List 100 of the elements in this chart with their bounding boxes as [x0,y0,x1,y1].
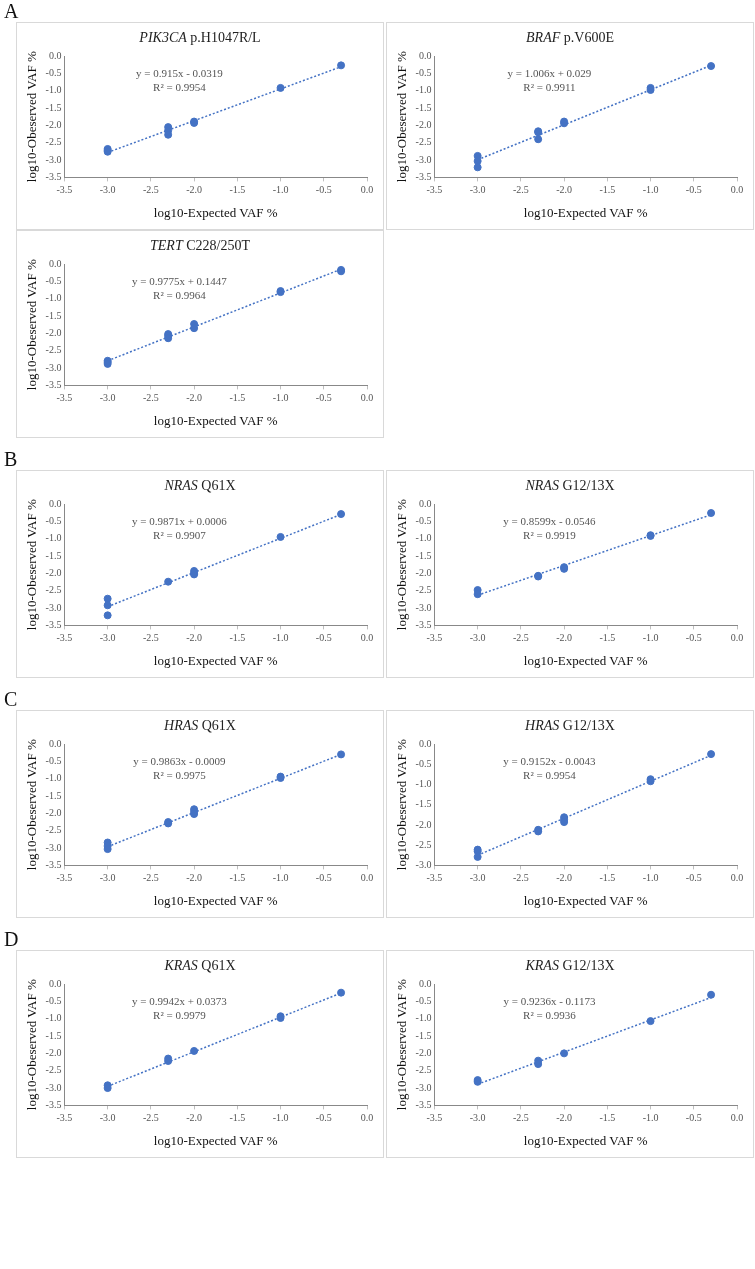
y-axis-title: log10-Obeserved VAF % [24,259,40,391]
y-tick-label: -2.0 [45,327,62,338]
y-axis-title: log10-Obeserved VAF % [24,499,40,631]
y-tick-label: -3.0 [415,153,432,165]
annotation: R² = 0.9979 [153,1009,207,1022]
y-tick-label: -1.5 [45,549,62,561]
x-tick-label: -1.5 [229,1112,246,1124]
x-tick-label: -1.0 [272,1112,289,1124]
y-tick-label: -2.5 [415,136,432,148]
y-tick-label: 0.0 [48,257,62,269]
y-tick-label: -2.0 [415,818,432,830]
x-tick-label: -3.0 [99,1112,116,1124]
annotation: R² = 0.9964 [153,289,207,302]
y-tick-label: -1.5 [45,1029,62,1041]
y-tick-label: -3.5 [45,859,62,871]
x-axis-title: log10-Expected VAF % [523,892,648,908]
x-tick-label: -2.0 [556,632,573,644]
x-tick-label: -3.0 [99,632,116,644]
x-tick-label: -1.5 [599,184,616,196]
y-tick-label: -3.5 [415,619,432,631]
y-tick-label: -1.5 [415,798,432,810]
y-tick-label: -3.0 [45,1081,62,1093]
y-tick-label: -2.0 [45,1047,62,1058]
y-tick-label: -2.5 [45,344,62,356]
x-tick-label: -3.5 [426,1112,443,1124]
chart-title: NRAS G12/13X [524,477,616,495]
y-tick-label: -3.5 [415,1099,432,1111]
x-tick-label: -3.5 [56,632,73,644]
x-tick-label: -0.5 [685,1112,702,1124]
x-tick-label: -0.5 [315,872,332,884]
x-tick-label: -3.5 [56,184,73,196]
y-tick-label: -0.5 [415,66,432,78]
y-tick-label: -0.5 [45,274,62,286]
y-tick-label: -3.0 [415,859,432,871]
annotation: R² = 0.9911 [523,81,576,94]
x-tick-label: -3.0 [99,392,116,404]
annotation: y = 0.9152x - 0.0043 [503,755,597,768]
annotation: y = 1.006x + 0.029 [507,67,592,80]
x-tick-label: -3.5 [426,632,443,644]
x-tick-label: 0.0 [730,632,744,644]
x-tick-label: -1.0 [642,184,659,196]
x-tick-label: -2.5 [142,1112,159,1124]
y-axis-title: log10-Obeserved VAF % [394,51,410,183]
x-tick-label: -0.5 [315,1112,332,1124]
x-tick-label: -3.5 [426,184,443,196]
x-tick-label: -3.0 [99,184,116,196]
x-tick-label: -2.0 [556,872,573,884]
x-tick-label: -1.5 [229,392,246,404]
y-tick-label: -1.0 [45,292,62,304]
y-tick-label: -1.0 [415,532,432,544]
x-tick-label: -1.0 [642,872,659,884]
x-tick-label: 0.0 [730,1112,744,1124]
x-tick-label: -1.5 [599,872,616,884]
x-tick-label: -0.5 [315,392,332,404]
y-tick-label: -3.5 [45,1099,62,1111]
x-tick-label: -2.0 [186,1112,203,1124]
text: D [4,928,19,951]
y-tick-label: -3.5 [45,619,62,631]
y-tick-label: 0.0 [48,497,62,509]
chart-title: PIK3CA p.H1047R/L [138,29,262,47]
y-axis-title: log10-Obeserved VAF % [24,739,40,871]
y-tick-label: -2.5 [45,824,62,836]
x-tick-label: -1.0 [272,392,289,404]
y-tick-label: -3.0 [45,601,62,613]
y-tick-label: -2.5 [45,1064,62,1076]
x-tick-label: 0.0 [360,1112,374,1124]
y-tick-label: -3.0 [45,841,62,853]
x-axis-title: log10-Expected VAF % [523,652,648,668]
x-tick-label: -2.0 [186,392,203,404]
x-axis-title: log10-Expected VAF % [153,892,278,908]
annotation: R² = 0.9954 [523,769,577,782]
x-tick-label: -3.0 [469,184,486,196]
y-tick-label: -2.0 [415,119,432,130]
x-tick-label: 0.0 [360,632,374,644]
y-axis-title: log10-Obeserved VAF % [394,499,410,631]
y-tick-label: 0.0 [418,49,432,61]
x-tick-label: -2.0 [186,872,203,884]
y-tick-label: -3.5 [45,379,62,391]
y-tick-label: -1.5 [415,549,432,561]
x-tick-label: -1.5 [229,872,246,884]
y-tick-label: -2.0 [415,567,432,578]
x-axis-title: log10-Expected VAF % [153,652,278,668]
x-tick-label: -3.0 [99,872,116,884]
y-axis-title: log10-Obeserved VAF % [24,51,40,183]
annotation: R² = 0.9907 [153,529,207,542]
chart-title: KRAS G12/13X [524,957,616,975]
y-tick-label: -1.5 [415,101,432,113]
annotation: R² = 0.9975 [153,769,207,782]
x-axis-title: log10-Expected VAF % [153,1132,278,1148]
y-tick-label: -2.0 [45,119,62,130]
x-tick-label: -1.5 [229,184,246,196]
y-tick-label: -3.0 [45,153,62,165]
x-tick-label: -2.5 [142,184,159,196]
annotation: y = 0.9775x + 0.1447 [131,275,228,288]
annotation: R² = 0.9936 [523,1009,577,1022]
y-tick-label: -3.0 [415,601,432,613]
y-axis-title: log10-Obeserved VAF % [394,979,410,1111]
annotation: R² = 0.9954 [153,81,207,94]
annotation: y = 0.9942x + 0.0373 [131,995,228,1008]
y-tick-label: -1.5 [45,789,62,801]
